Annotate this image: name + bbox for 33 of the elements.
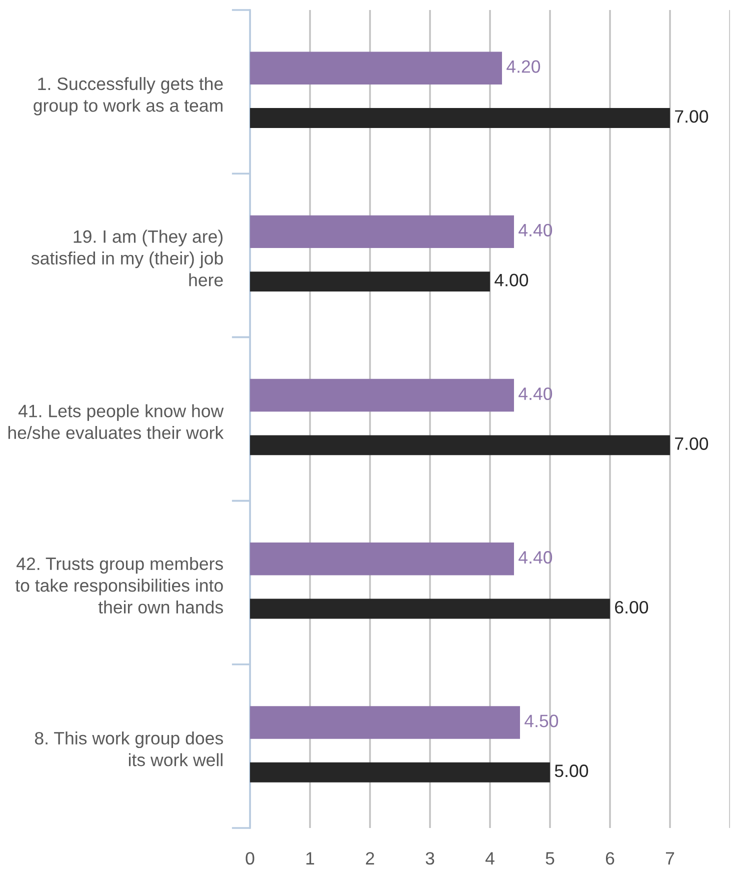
data-label: 4.40 bbox=[518, 387, 552, 400]
bar bbox=[250, 108, 670, 128]
data-label: 5.00 bbox=[554, 764, 588, 778]
data-label: 7.00 bbox=[675, 110, 708, 123]
bar bbox=[250, 52, 502, 84]
x-tick-label: 3 bbox=[426, 852, 434, 865]
data-label: 4.40 bbox=[518, 224, 552, 236]
y-tick-label: 42. Trusts group members to take responsibilities into their own hands bbox=[15, 557, 223, 614]
bar bbox=[250, 435, 670, 456]
data-label: 4.00 bbox=[494, 274, 528, 286]
bar bbox=[250, 378, 514, 412]
x-tick-label: 5 bbox=[546, 852, 554, 865]
x-tick-label: 2 bbox=[366, 852, 374, 864]
data-label: 4.20 bbox=[506, 60, 540, 73]
data-label: 7.00 bbox=[675, 437, 708, 450]
x-tick-label: 7 bbox=[666, 852, 674, 864]
x-tick-label: 4 bbox=[485, 852, 494, 864]
x-tick-label: 0 bbox=[246, 852, 254, 865]
data-label: 4.50 bbox=[524, 714, 558, 728]
bar bbox=[250, 272, 490, 292]
x-tick-label: 1 bbox=[306, 852, 314, 864]
data-label: 6.00 bbox=[615, 600, 648, 614]
y-tick-label: 41. Lets people know how he/she evaluates their work bbox=[8, 404, 224, 440]
data-label: 4.40 bbox=[518, 551, 552, 564]
bar bbox=[250, 706, 520, 739]
bar bbox=[250, 762, 550, 782]
y-tick-label: 8. This work group does its work well bbox=[34, 731, 223, 766]
x-tick-label: 6 bbox=[606, 852, 614, 865]
bar bbox=[250, 215, 514, 248]
y-tick-label: 1. Successfully gets the group to work as a team bbox=[34, 77, 223, 116]
bar bbox=[250, 598, 610, 619]
bar bbox=[250, 542, 514, 576]
y-tick-label: 19. I am (They are) satisfied in my (their) job here bbox=[31, 230, 223, 286]
